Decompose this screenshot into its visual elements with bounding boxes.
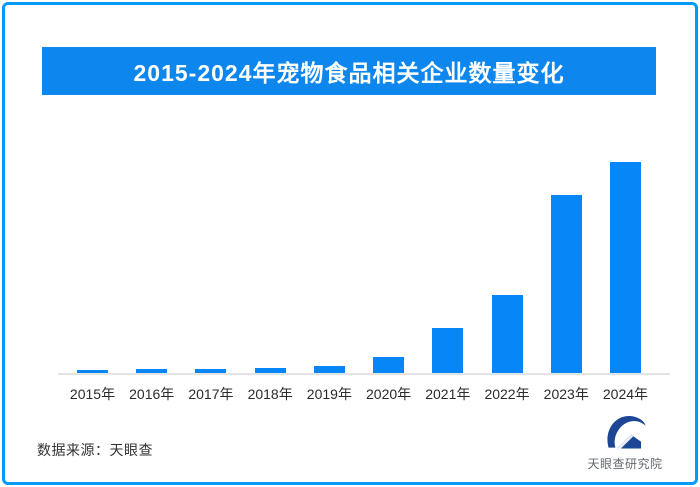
bar-2016年	[136, 369, 168, 373]
title-banner: 2015-2024年宠物食品相关企业数量变化	[42, 47, 656, 95]
bar-2024年	[609, 162, 641, 373]
x-tick-label: 2015年	[69, 386, 116, 402]
bar-2021年	[432, 328, 464, 373]
bar-2017年	[195, 369, 227, 373]
bar-2015年	[77, 370, 108, 373]
data-source-note: 数据来源：天眼查	[37, 442, 153, 458]
bars-row	[58, 162, 670, 373]
bar-chart: 2015年 2016年 2017年 2018年 2019年 2020年 2021年 2022年…	[58, 162, 670, 404]
x-tick-label: 2018年	[247, 386, 293, 402]
tianyancha-logo-icon	[607, 415, 646, 449]
bar-2019年	[313, 366, 345, 373]
bar-2023年	[550, 194, 582, 373]
bar-2018年	[254, 367, 286, 373]
bar-2020年	[373, 356, 405, 373]
x-tick-label: 2023年	[543, 386, 589, 402]
page-title: 2015-2024年宠物食品相关企业数量变化	[133, 60, 565, 86]
x-tick-label: 2021年	[425, 386, 471, 402]
x-tick-label: 2019年	[306, 386, 352, 402]
bar-2022年	[491, 294, 523, 373]
x-tick-label: 2016年	[129, 386, 175, 402]
x-axis-line	[58, 373, 670, 375]
x-tick-label: 2017年	[188, 386, 234, 402]
brand-name: 天眼查研究院	[587, 457, 663, 471]
x-tick-label: 2020年	[366, 386, 412, 402]
x-tick-label: 2022年	[484, 386, 530, 402]
x-axis-labels: 2015年 2016年 2017年 2018年 2019年 2020年 2021年 2022年…	[58, 384, 670, 404]
brand-logo: 天眼查研究院	[583, 412, 667, 472]
x-tick-label: 2024年	[602, 386, 649, 402]
